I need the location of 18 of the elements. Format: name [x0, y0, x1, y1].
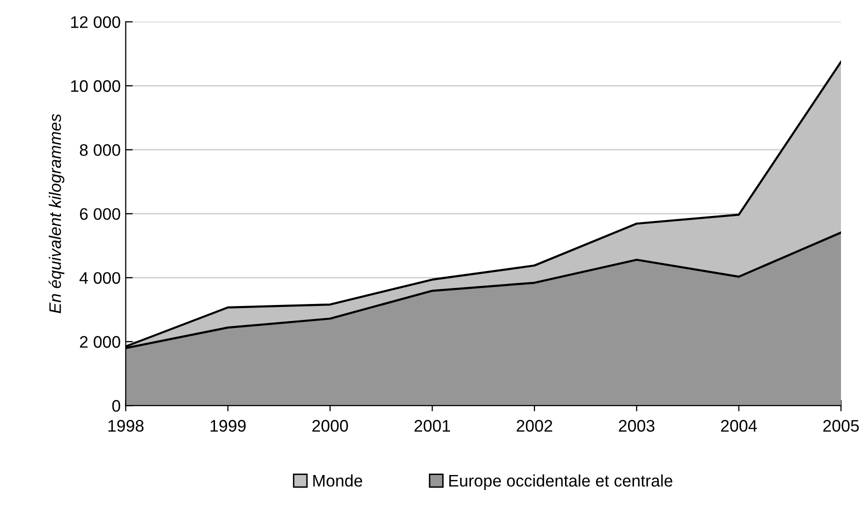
x-tick-label: 2002 [516, 420, 552, 432]
legend-label: Monde [313, 474, 362, 487]
y-tick-label: 10 000 [71, 80, 120, 92]
y-axis-title: En équivalent kilogrammes [48, 114, 64, 314]
x-tick-label: 2000 [312, 420, 348, 432]
x-tick-label: 1999 [210, 420, 246, 432]
x-tick-label: 2005 [823, 420, 859, 432]
y-tick-label: 0 [112, 400, 120, 412]
x-tick-label: 2003 [618, 420, 654, 432]
y-tick-label: 6 000 [80, 208, 120, 220]
x-tick-label: 1998 [108, 420, 144, 432]
y-tick-label: 2 000 [80, 336, 120, 348]
legend-label: Europe occidentale et centrale [449, 474, 672, 490]
x-tick-label: 2001 [414, 420, 450, 432]
y-tick-label: 4 000 [80, 272, 120, 284]
y-tick-label: 12 000 [71, 16, 120, 28]
y-tick-label: 8 000 [80, 144, 120, 156]
x-tick-label: 2004 [721, 420, 757, 432]
